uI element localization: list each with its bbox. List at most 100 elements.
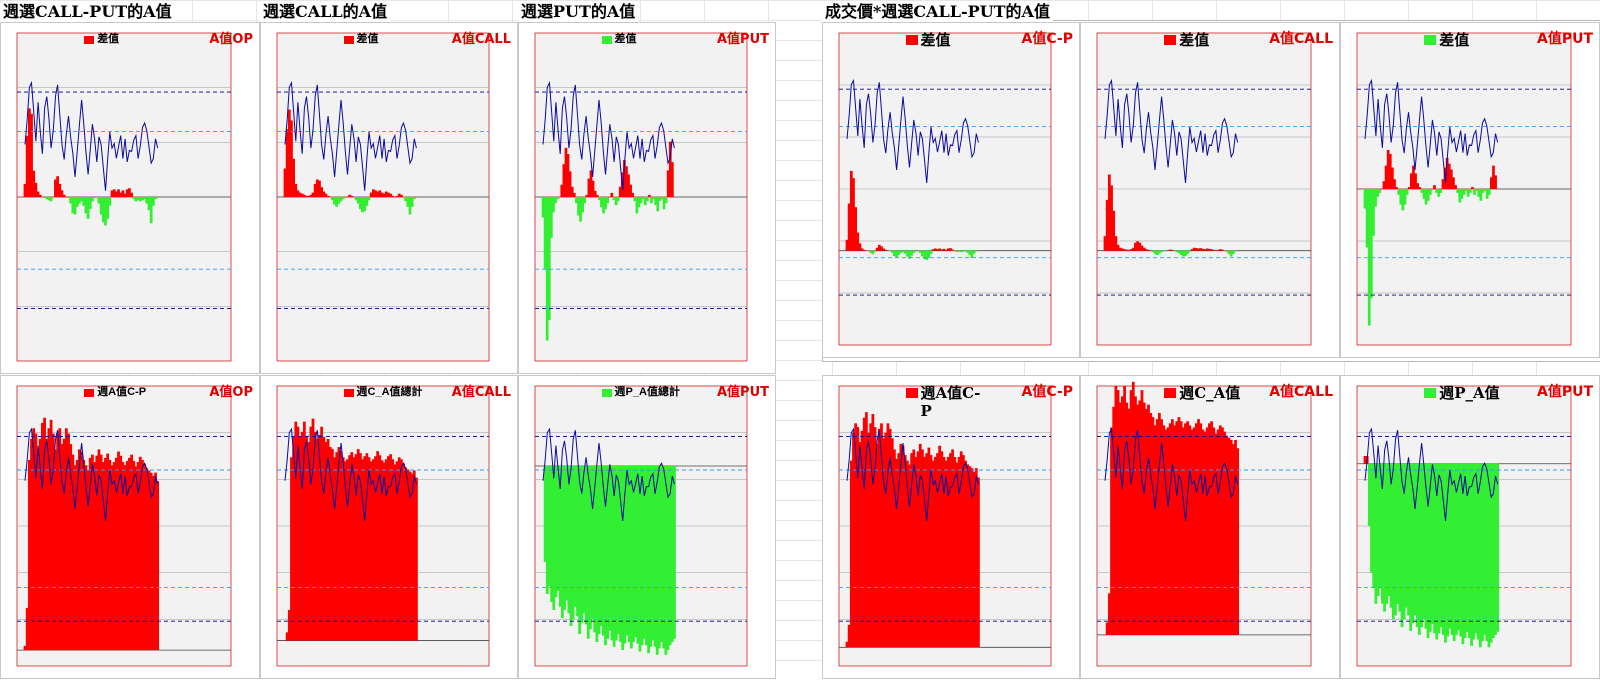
legend-label: 週P_A值 (1439, 384, 1499, 402)
area-bar (951, 250, 954, 251)
chart-panel: 差值 A值OP (0, 22, 260, 374)
chart-tag: A值C-P (1021, 28, 1073, 48)
area-bar (617, 197, 620, 201)
area-bar (596, 195, 599, 197)
chart-legend: 週A值C-P (84, 386, 146, 399)
area-bar (631, 193, 634, 197)
area-bar (52, 197, 55, 198)
chart-legend: 差值 (602, 33, 637, 46)
chart-svg (823, 23, 1081, 359)
area-bar (1188, 251, 1191, 252)
legend-swatch (1164, 388, 1176, 398)
area-bar (1418, 187, 1421, 189)
chart-svg (519, 376, 777, 680)
chart-panel: 週P_A值 A值PUT (1340, 375, 1600, 679)
area-bar (1471, 187, 1474, 189)
chart-tag: A值PUT (717, 28, 769, 47)
legend-label: 差值 (97, 33, 119, 46)
chart-legend: 週C_A值總計 (344, 386, 423, 399)
legend-label: 週A值C-P (97, 386, 146, 399)
legend-label: 週A值C-P (921, 384, 989, 420)
area-bar (1212, 250, 1215, 251)
area-bar (671, 162, 674, 197)
area-bar (327, 196, 330, 197)
chart-panel: 差值 A值CALL (260, 22, 518, 374)
legend-swatch (344, 36, 354, 44)
area-bar (1439, 189, 1442, 193)
section-title-call: 週選CALL的A值 (260, 2, 390, 22)
chart-svg (1, 376, 261, 680)
area-bar (156, 481, 159, 650)
chart-tag: A值C-P (1021, 381, 1073, 401)
chart-legend: 差值 (84, 33, 119, 46)
area-bar (573, 193, 576, 197)
chart-svg (519, 23, 777, 375)
chart-panel: 週C_A值總計 A值CALL (260, 375, 518, 679)
area-bar (648, 195, 651, 197)
chart-svg (1081, 376, 1341, 680)
section-title-call-put: 週選CALL-PUT的A值 (0, 2, 175, 22)
chart-svg (1341, 23, 1600, 359)
legend-label: 差值 (921, 31, 951, 49)
legend-label: 差值 (1439, 31, 1469, 49)
chart-legend: 週P_A值總計 (602, 386, 680, 399)
legend-swatch (1424, 35, 1436, 45)
chart-svg (823, 376, 1081, 680)
chart-tag: A值CALL (1269, 28, 1333, 48)
chart-svg (1081, 23, 1341, 359)
chart-tag: A值OP (209, 381, 253, 400)
area-bar (1429, 189, 1432, 195)
chart-panel: 週P_A值總計 A值PUT (518, 375, 776, 679)
area-bar (930, 251, 933, 254)
area-bar (1433, 185, 1436, 189)
area-bar (863, 250, 866, 251)
chart-tag: A值PUT (717, 381, 769, 400)
chart-tag: A值PUT (1537, 381, 1593, 401)
area-bar (154, 197, 157, 199)
chart-legend: 差值 (1164, 31, 1209, 49)
chart-panel: 差值 A值PUT (518, 22, 776, 374)
area-bar (583, 197, 586, 203)
area-bar (63, 195, 66, 197)
legend-swatch (602, 36, 612, 44)
area-bar (874, 251, 877, 252)
legend-label: 週C_A值總計 (357, 386, 423, 399)
chart-panel: 差值 A值C-P (822, 22, 1080, 358)
area-bar (884, 250, 887, 251)
chart-panel: 差值 A值CALL (1080, 22, 1340, 358)
legend-swatch (84, 36, 94, 44)
area-bar (391, 196, 394, 197)
area-bar (91, 197, 94, 201)
chart-tag: A值CALL (452, 381, 511, 400)
legend-label: 週C_A值 (1179, 384, 1240, 402)
legend-swatch (602, 389, 612, 397)
area-bar (108, 197, 111, 206)
chart-svg (1341, 376, 1600, 680)
area-bar (400, 195, 403, 197)
area-bar (606, 197, 609, 203)
chart-panel: 週A值C-P A值OP (0, 375, 260, 679)
section-title-price-call-put: 成交價*週選CALL-PUT的A值 (822, 2, 1053, 22)
area-bar (912, 251, 915, 253)
chart-legend: 差值 (1424, 31, 1469, 49)
area-bar (665, 197, 668, 203)
area-bar (1221, 250, 1224, 251)
legend-swatch (1164, 35, 1176, 45)
chart-tag: A值CALL (452, 28, 511, 47)
legend-swatch (344, 389, 354, 397)
area-bar (350, 196, 353, 197)
chart-svg (261, 23, 519, 375)
chart-panel: 週A值C-P A值C-P (822, 375, 1080, 679)
chart-tag: A值OP (209, 28, 253, 47)
area-bar (1171, 250, 1174, 251)
area-bar (130, 193, 133, 197)
chart-legend: 差值 (344, 33, 379, 46)
area-bar (977, 477, 980, 647)
chart-svg (1, 23, 261, 375)
area-bar (1469, 189, 1472, 193)
area-bar (415, 478, 418, 641)
area-bar (368, 197, 371, 200)
legend-label: 差值 (1179, 31, 1209, 49)
legend-swatch (906, 35, 918, 45)
